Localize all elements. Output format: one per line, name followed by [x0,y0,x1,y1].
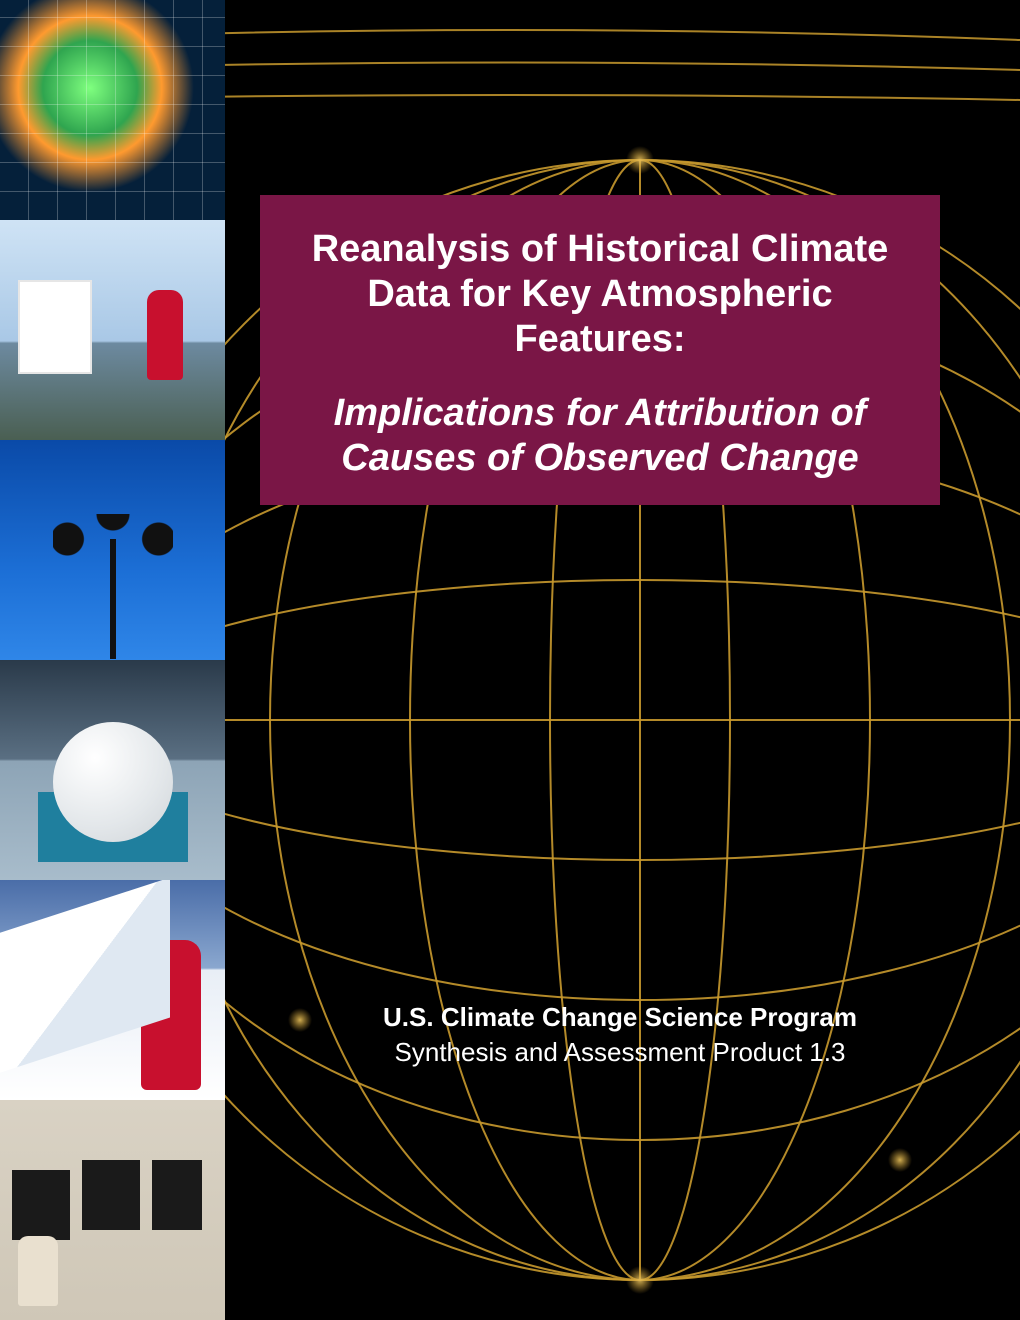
thumb-radar-radome [0,660,225,880]
title-panel: Reanalysis of Historical Climate Data fo… [260,195,940,505]
product-id: Synthesis and Assessment Product 1.3 [300,1035,940,1070]
thumb-mountain-scientist [0,880,225,1100]
thumb-cup-anemometer [0,440,225,660]
thumb-operations-room [0,1100,225,1320]
program-name: U.S. Climate Change Science Program [300,1000,940,1035]
thumb-surface-observer [0,220,225,440]
report-subtitle: Implications for Attribution of Causes o… [298,391,902,481]
thumb-radar-precip-map [0,0,225,220]
report-title: Reanalysis of Historical Climate Data fo… [298,227,902,361]
left-image-strip [0,0,225,1320]
program-block: U.S. Climate Change Science Program Synt… [300,1000,940,1070]
